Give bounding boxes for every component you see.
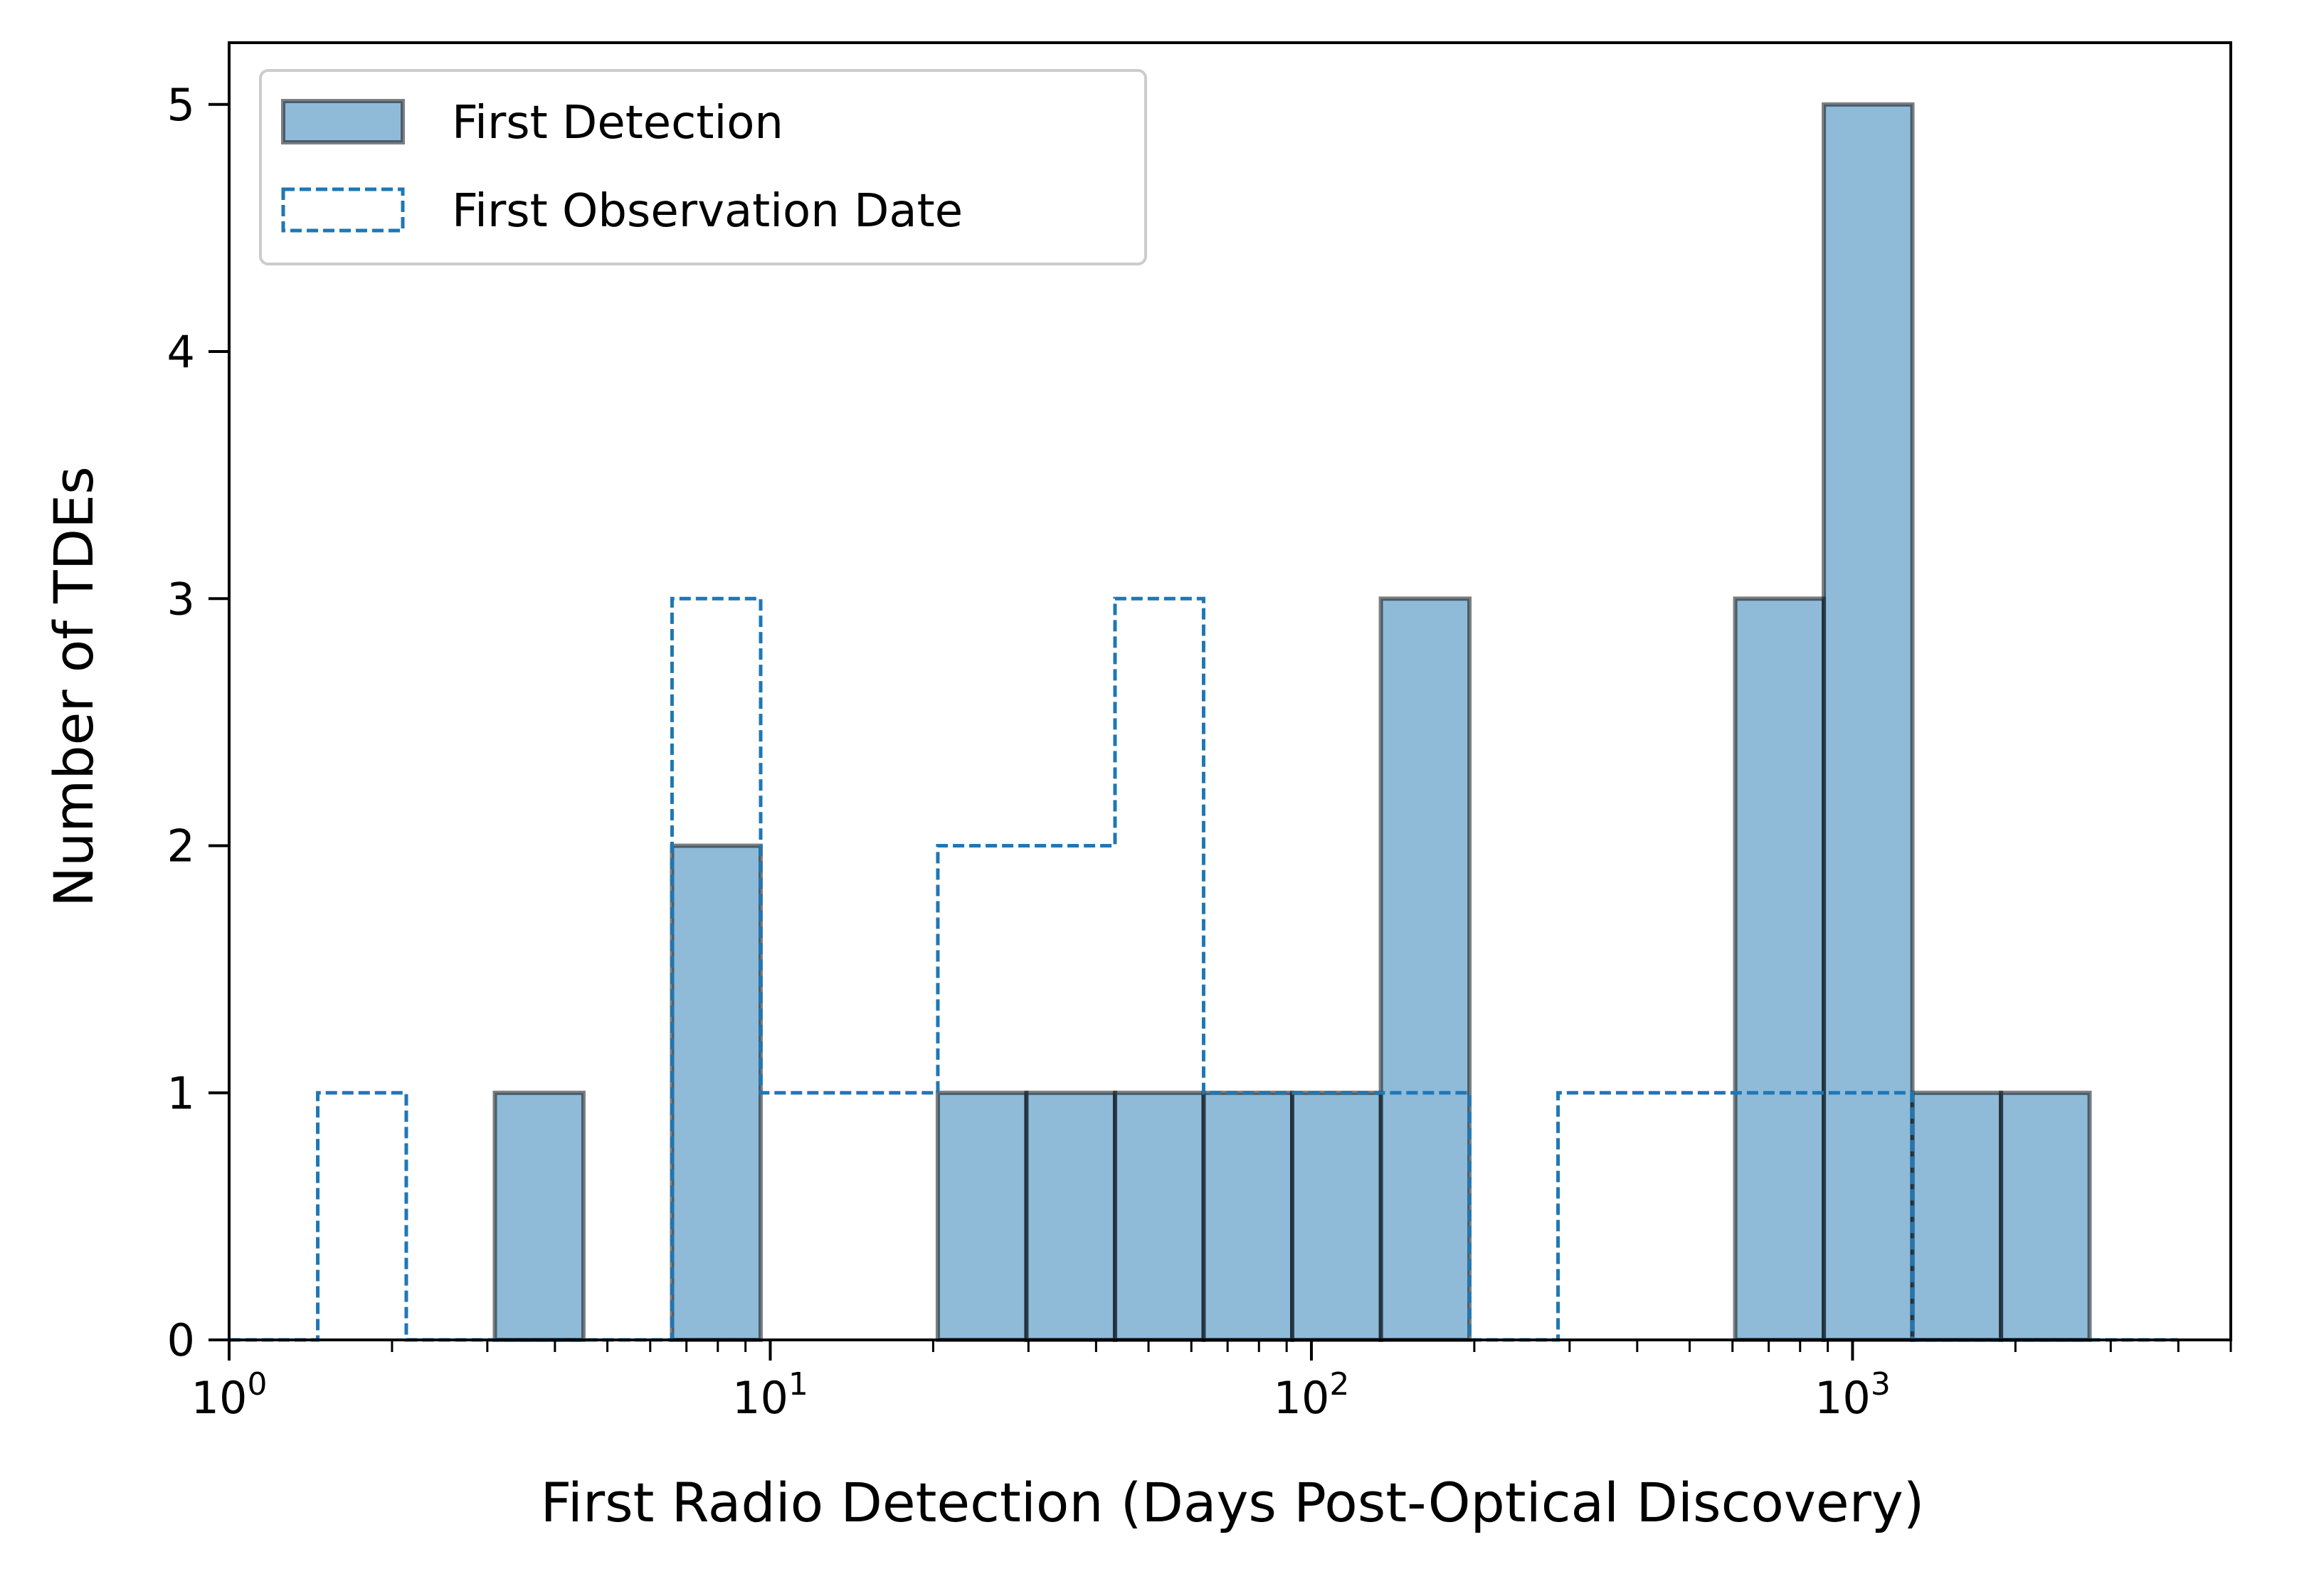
first-detection-bars: [492, 102, 2092, 1343]
y-axis-label: Number of TDEs: [42, 466, 105, 907]
histogram-bar: [1822, 102, 1915, 1342]
histogram-bar: [1201, 1090, 1294, 1343]
histogram-bar: [1024, 1090, 1117, 1343]
histogram-bar: [1910, 1090, 2004, 1343]
histogram-bar: [1289, 1090, 1383, 1343]
x-tick-label: 101: [732, 1366, 808, 1424]
legend-label-first-detection: First Detection: [452, 97, 783, 149]
legend-swatch-first-observation: [281, 187, 405, 233]
histogram-bar: [670, 843, 763, 1342]
y-tick-label: 5: [167, 79, 195, 131]
histogram-bar: [1999, 1090, 2092, 1343]
y-tick-label: 3: [167, 573, 195, 625]
histogram-bar: [492, 1090, 586, 1343]
legend-box: [259, 69, 1147, 265]
y-tick-label: 1: [167, 1067, 195, 1119]
y-tick-label: 0: [167, 1314, 195, 1366]
x-tick-label: 100: [191, 1366, 268, 1424]
x-tick-label: 103: [1815, 1366, 1891, 1424]
y-tick-label: 4: [167, 326, 195, 378]
histogram-bar: [1378, 596, 1472, 1342]
histogram-bar: [1733, 596, 1827, 1342]
plot-frame: [228, 41, 2232, 1341]
histogram-bar: [935, 1090, 1029, 1343]
x-axis-ticks: 100 101 102 103: [191, 1340, 2232, 1424]
y-axis-ticks: 0 1 2 3 4 5: [167, 79, 229, 1366]
legend: First Detection First Observation Date: [259, 69, 1147, 265]
legend-swatch-first-detection: [281, 99, 405, 144]
y-tick-label: 2: [167, 820, 195, 872]
x-tick-label: 102: [1274, 1366, 1350, 1424]
legend-label-first-observation: First Observation Date: [452, 185, 963, 238]
x-axis-label: First Radio Detection (Days Post-Optical…: [541, 1471, 1925, 1534]
histogram-bar: [1112, 1090, 1206, 1343]
